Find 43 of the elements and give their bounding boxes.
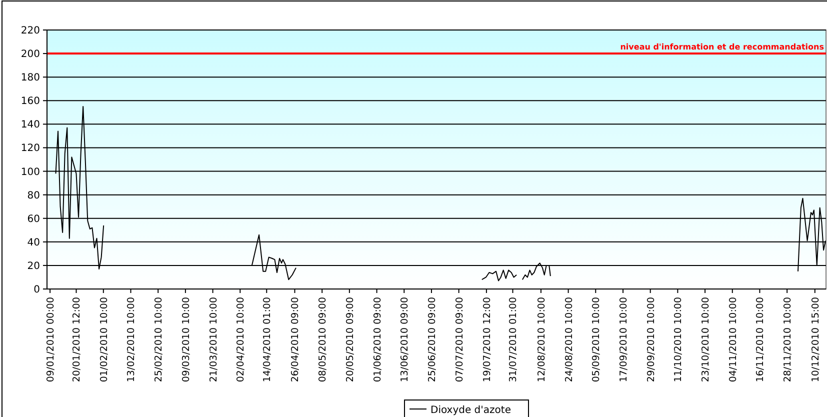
x-tick-label: 13/02/2010 10:00 [126,297,138,382]
x-tick-label: 04/11/2010 10:00 [728,297,739,382]
y-tick-label: 140 [20,120,40,131]
y-tick-label: 180 [20,72,40,84]
y-tick-label: 60 [27,214,40,225]
y-tick-label: 200 [20,49,40,60]
y-tick-label: 160 [20,96,40,108]
x-tick-label: 26/04/2010 09:00 [290,297,302,382]
x-tick-label: 10/12/2010 15:00 [810,297,822,382]
y-tick-label: 120 [20,143,40,154]
y-tick-label: 0 [34,284,40,296]
x-tick-label: 11/10/2010 10:00 [673,297,684,382]
x-tick-label: 21/03/2010 10:00 [208,297,220,382]
x-tick-label: 17/09/2010 10:00 [618,297,630,382]
x-tick-label: 13/06/2010 09:00 [400,297,411,382]
x-tick-label: 20/05/2010 09:00 [344,297,356,382]
x-tick-label: 14/04/2010 01:00 [262,297,274,382]
x-tick-label: 20/01/2010 12:00 [72,297,83,382]
x-tick-label: 02/04/2010 10:00 [236,297,247,382]
y-tick-label: 80 [27,190,40,202]
ref-line-label: niveau d'information et de recommandations [620,42,824,52]
x-tick-label: 09/03/2010 10:00 [180,297,192,382]
legend-label: Dioxyde d'azote [430,405,511,416]
x-tick-label: 01/06/2010 09:00 [372,297,384,382]
x-tick-label: 07/07/2010 09:00 [454,297,466,382]
x-tick-label: 28/11/2010 10:00 [782,297,794,382]
x-tick-label: 08/05/2010 09:00 [318,297,329,382]
x-tick-label: 01/02/2010 10:00 [98,297,110,382]
x-tick-label: 25/02/2010 10:00 [154,297,165,382]
y-tick-label: 40 [27,237,40,248]
x-tick-label: 19/07/2010 12:00 [482,297,493,382]
x-tick-label: 23/10/2010 10:00 [700,297,712,382]
x-tick-label: 31/07/2010 01:00 [508,297,520,382]
x-tick-label: 24/08/2010 10:00 [564,297,575,382]
x-tick-label: 09/01/2010 00:00 [46,297,57,382]
x-tick-label: 25/06/2010 09:00 [426,297,438,382]
x-tick-label: 05/09/2010 10:00 [591,297,602,382]
x-tick-label: 12/08/2010 10:00 [536,297,548,382]
y-tick-label: 220 [20,26,40,36]
y-tick-label: 100 [20,166,40,178]
x-tick-label: 29/09/2010 10:00 [646,297,657,382]
x-tick-label: 16/11/2010 10:00 [755,297,766,382]
y-tick-label: 20 [27,260,40,272]
